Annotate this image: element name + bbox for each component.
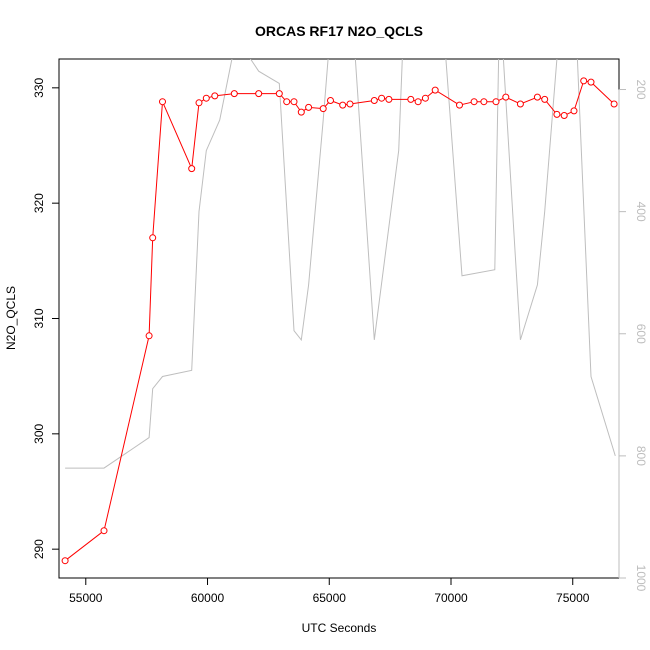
n2o-data-point — [255, 90, 263, 98]
right-tick-label: 600 — [634, 324, 648, 344]
n2o-data-point — [480, 98, 488, 106]
n2o-data-point — [290, 98, 298, 106]
n2o-data-point — [470, 98, 478, 106]
x-tick-label: 65000 — [313, 591, 347, 605]
chart-title: ORCAS RF17 N2O_QCLS — [255, 23, 423, 39]
n2o-data-point — [431, 86, 439, 94]
right-tick-label: 400 — [634, 202, 648, 222]
n2o-data-point — [541, 95, 549, 103]
n2o-data-point — [502, 93, 510, 101]
y-tick-label: 320 — [32, 193, 46, 213]
n2o-data-point — [275, 90, 283, 98]
x-tick-label: 70000 — [434, 591, 468, 605]
n2o-data-point — [230, 90, 238, 98]
n2o-data-point — [407, 95, 415, 103]
n2o-data-point — [560, 112, 568, 119]
y-tick-label: 330 — [32, 78, 46, 98]
n2o-data-point — [346, 100, 354, 108]
n2o-data-point — [370, 97, 378, 104]
plot-frame — [58, 58, 620, 579]
n2o-data-point — [587, 78, 595, 86]
right-axis: 200 400 600 800 1000 — [618, 80, 648, 592]
n2o-data-point — [188, 165, 196, 173]
n2o-data-point — [100, 527, 108, 535]
n2o-data-point — [421, 94, 429, 102]
series-layer — [61, 59, 618, 565]
secondary-series-line — [65, 59, 616, 469]
x-tick-label: 75000 — [556, 591, 590, 605]
y-axis-label: N2O_QCLS — [4, 286, 18, 350]
n2o-data-point — [492, 98, 500, 106]
n2o-data-point — [297, 108, 305, 116]
right-tick-label: 200 — [634, 80, 648, 100]
right-tick-label: 1000 — [634, 565, 648, 592]
n2o-data-point — [456, 101, 463, 109]
n2o-data-point — [145, 332, 153, 340]
right-tick-label: 800 — [634, 446, 648, 466]
n2o-data-point — [305, 103, 313, 111]
n2o-data-point — [580, 77, 588, 85]
x-axis-label: UTC Seconds — [302, 621, 377, 635]
x-tick-label: 60000 — [191, 591, 225, 605]
y-tick-label: 310 — [32, 308, 46, 328]
n2o-data-point — [283, 98, 291, 106]
y-axis: 290 300 310 320 330 — [32, 78, 60, 559]
n2o-data-point — [610, 100, 618, 108]
n2o-data-point — [378, 94, 386, 102]
n2o-data-point — [533, 93, 541, 101]
n2o-data-point — [339, 101, 347, 109]
n2o-data-point — [202, 94, 210, 102]
n2o-data-point — [195, 99, 203, 107]
n2o-data-point — [61, 557, 69, 565]
y-tick-label: 290 — [32, 539, 46, 559]
n2o-data-point — [414, 98, 422, 106]
n2o-data-point — [516, 100, 524, 108]
n2o-series-line — [64, 80, 615, 562]
n2o-data-point — [149, 234, 157, 242]
n2o-data-point — [327, 97, 334, 104]
n2o-data-point — [570, 107, 578, 115]
x-axis: 55000 60000 65000 70000 75000 — [69, 577, 590, 605]
n2o-data-point — [319, 105, 327, 113]
n2o-data-point — [553, 110, 561, 118]
n2o-data-point — [159, 98, 166, 106]
n2o-data-point — [385, 95, 393, 103]
x-tick-label: 55000 — [69, 591, 103, 605]
y-tick-label: 300 — [32, 424, 46, 444]
n2o-data-point — [211, 92, 219, 100]
